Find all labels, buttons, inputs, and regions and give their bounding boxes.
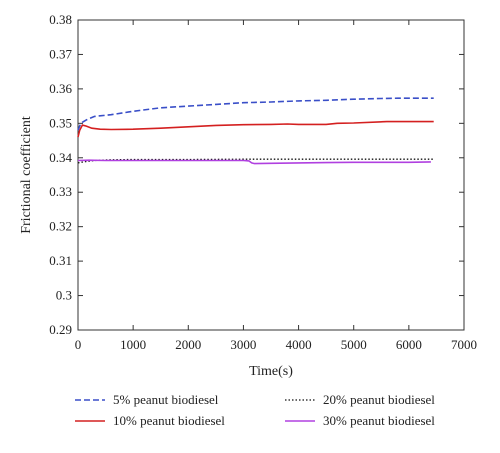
x-tick-label: 4000 [286, 337, 312, 352]
x-axis-ticks: 0 1000 2000 3000 4000 5000 6000 7000 [75, 20, 477, 352]
y-axis-ticks: 0.29 0.3 0.31 0.32 0.33 0.34 0.35 0.36 0.37 0.38 [49, 12, 464, 337]
x-tick-label: 7000 [451, 337, 477, 352]
y-tick-label: 0.31 [49, 253, 72, 268]
y-tick-label: 0.29 [49, 322, 72, 337]
x-tick-label: 6000 [396, 337, 422, 352]
x-tick-label: 2000 [175, 337, 201, 352]
x-axis-label: Time(s) [249, 364, 293, 379]
series-line [77, 120, 434, 138]
series-line [77, 158, 434, 164]
x-tick-label: 1000 [120, 337, 146, 352]
y-tick-label: 0.37 [49, 46, 72, 61]
y-tick-label: 0.35 [49, 115, 72, 130]
series-line [77, 159, 431, 165]
x-tick-label: 5000 [341, 337, 367, 352]
plot-area-frame [77, 19, 465, 331]
y-tick-label: 0.33 [49, 184, 72, 199]
legend-label: 20% peanut biodiesel [323, 392, 435, 407]
series-lines [77, 97, 434, 165]
x-tick-label: 3000 [230, 337, 256, 352]
y-tick-label: 0.36 [49, 81, 72, 96]
legend-label: 5% peanut biodiesel [113, 392, 219, 407]
y-axis-label: Frictional coefficient [19, 116, 34, 234]
y-tick-label: 0.32 [49, 219, 72, 234]
y-tick-label: 0.38 [49, 12, 72, 27]
legend: 5% peanut biodiesel 20% peanut biodiesel 1… [75, 392, 435, 428]
legend-label: 30% peanut biodiesel [323, 413, 435, 428]
x-tick-label: 0 [75, 337, 82, 352]
y-tick-label: 0.3 [56, 288, 72, 303]
series-line [77, 97, 434, 131]
y-tick-label: 0.34 [49, 150, 72, 165]
legend-label: 10% peanut biodiesel [113, 413, 225, 428]
